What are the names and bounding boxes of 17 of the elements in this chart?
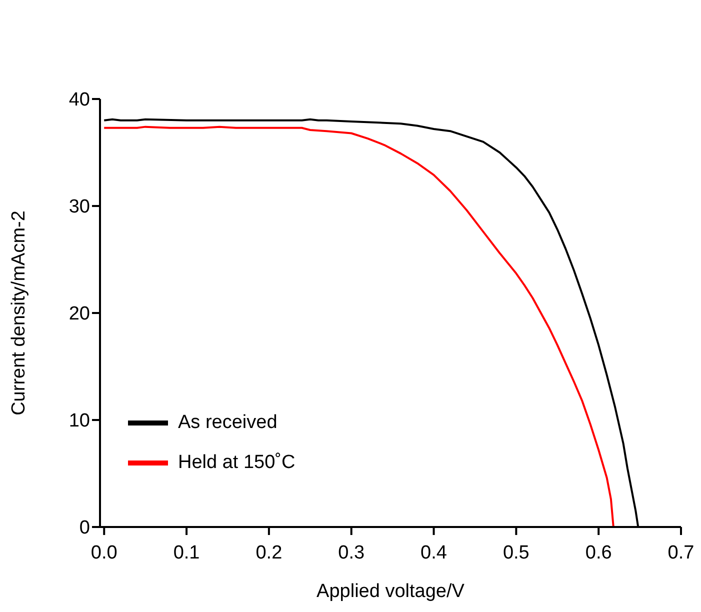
y-tick-label: 30 <box>68 196 90 218</box>
legend-label: As received <box>178 412 278 434</box>
x-axis-title: Applied voltage/V <box>316 581 465 602</box>
x-tick-label: 0.7 <box>668 542 694 564</box>
x-tick-label: 0.5 <box>502 542 530 564</box>
y-tick-label: 40 <box>68 90 90 111</box>
y-tick-label: 20 <box>68 304 90 325</box>
x-tick-label: 0.0 <box>90 542 118 564</box>
x-tick-label: 0.6 <box>585 542 612 564</box>
legend-label: Held at 150˚C <box>178 452 296 474</box>
x-tick-label: 0.4 <box>420 542 448 564</box>
y-axis-title: Current density/mAcm-2 <box>8 210 30 416</box>
y-tick-label: 0 <box>79 518 90 539</box>
x-tick-label: 0.1 <box>173 542 200 564</box>
x-tick-label: 0.3 <box>338 542 365 564</box>
x-tick-label: 0.2 <box>256 542 282 564</box>
y-tick-label: 10 <box>68 410 90 432</box>
